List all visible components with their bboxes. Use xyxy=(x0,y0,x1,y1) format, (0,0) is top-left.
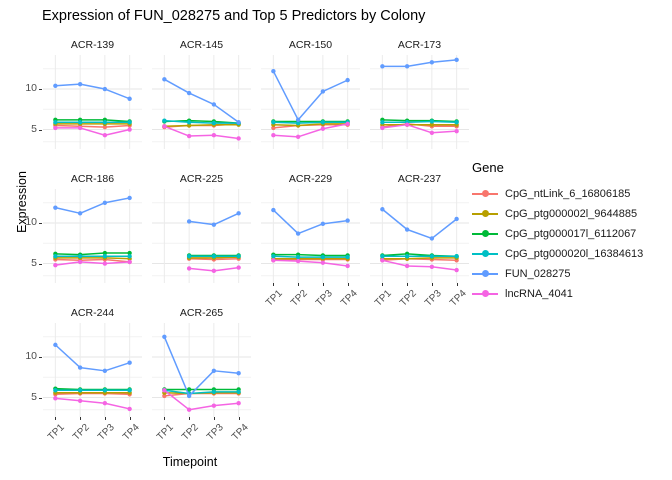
y-axis-tick-mark xyxy=(39,263,42,265)
facet-panel-acr-150: ACR-150 xyxy=(261,38,360,149)
plot-area xyxy=(43,323,142,417)
legend-item[interactable]: CpG_ptg000002l_9644885 xyxy=(472,204,643,224)
y-axis-tick-label: 10 xyxy=(25,82,37,95)
x-axis-tick-mark xyxy=(298,283,300,286)
plot-area xyxy=(370,55,469,149)
legend-item-label: CpG_ptg000020l_16384613 xyxy=(505,248,644,260)
plot-area xyxy=(152,55,251,149)
y-axis-tick-label: 5 xyxy=(31,122,37,135)
facet-panel-acr-173: ACR-173 xyxy=(370,38,469,149)
x-axis-tick-mark xyxy=(238,417,240,420)
x-axis-tick-mark xyxy=(189,417,191,420)
facet-strip-label: ACR-139 xyxy=(70,39,115,51)
facet-strip-label: ACR-265 xyxy=(179,307,224,319)
legend-key-icon xyxy=(472,225,498,243)
x-axis-tick-mark xyxy=(382,283,384,286)
plot-area xyxy=(370,189,469,283)
facet-strip-label: ACR-186 xyxy=(70,173,115,185)
facet-panel-acr-186: ACR-186 xyxy=(43,172,142,283)
legend-item[interactable]: CpG_ptg000020l_16384613 xyxy=(472,244,643,264)
y-axis-tick-mark xyxy=(39,223,42,225)
legend-items: CpG_ntLink_6_16806185 CpG_ptg000002l_9644… xyxy=(472,184,643,304)
facet-strip-label: ACR-173 xyxy=(397,39,442,51)
legend-item-label: FUN_028275 xyxy=(505,268,571,280)
y-axis-tick-mark xyxy=(39,89,42,91)
y-axis-tick-mark xyxy=(39,357,42,359)
legend-key-icon xyxy=(472,245,498,263)
legend-item-label: CpG_ntLink_6_16806185 xyxy=(505,188,631,200)
legend-key-icon xyxy=(472,185,498,203)
x-axis-tick-mark xyxy=(431,283,433,286)
y-axis-label: Expression xyxy=(15,171,29,233)
facet-strip-label: ACR-244 xyxy=(70,307,115,319)
facet-panel-acr-237: ACR-237 xyxy=(370,172,469,283)
legend-item-label: CpG_ptg000002l_9644885 xyxy=(505,208,638,220)
x-axis-label: Timepoint xyxy=(162,455,218,469)
x-axis-tick-mark xyxy=(456,283,458,286)
plot-area xyxy=(43,55,142,149)
plot-area xyxy=(152,189,251,283)
facet-panel-acr-229: ACR-229 xyxy=(261,172,360,283)
x-axis-tick-mark xyxy=(213,417,215,420)
x-axis-tick-mark xyxy=(55,417,57,420)
x-axis-tick-mark xyxy=(322,283,324,286)
x-axis-tick-mark xyxy=(164,417,166,420)
legend-key-icon xyxy=(472,205,498,223)
legend-item[interactable]: FUN_028275 xyxy=(472,264,643,284)
legend-item-label: CpG_ptg000017l_6112067 xyxy=(505,228,637,240)
x-axis-tick-mark xyxy=(273,283,275,286)
legend-item[interactable]: lncRNA_4041 xyxy=(472,284,643,304)
facet-strip-label: ACR-229 xyxy=(288,173,333,185)
facet-strip-label: ACR-150 xyxy=(288,39,333,51)
y-axis-tick-mark xyxy=(39,129,42,131)
facet-panel-acr-265: ACR-265 xyxy=(152,306,251,417)
y-axis-tick-label: 5 xyxy=(31,256,37,269)
legend-key-icon xyxy=(472,265,498,283)
y-axis-tick-label: 5 xyxy=(31,390,37,403)
x-axis-tick-mark xyxy=(80,417,82,420)
facet-panel-acr-145: ACR-145 xyxy=(152,38,251,149)
legend: Gene CpG_ntLink_6_16806185 CpG_ptg000002l… xyxy=(472,160,643,304)
x-axis-tick-mark xyxy=(407,283,409,286)
plot-area xyxy=(261,55,360,149)
facet-strip-label: ACR-237 xyxy=(397,173,442,185)
plot-area xyxy=(261,189,360,283)
legend-key-icon xyxy=(472,285,498,303)
legend-item-label: lncRNA_4041 xyxy=(505,288,573,300)
x-axis-tick-mark xyxy=(129,417,131,420)
y-axis-tick-label: 10 xyxy=(25,216,37,229)
y-axis-tick-label: 10 xyxy=(25,350,37,363)
plot-area xyxy=(43,189,142,283)
y-axis-tick-mark xyxy=(39,397,42,399)
page-title: Expression of FUN_028275 and Top 5 Predi… xyxy=(42,8,426,24)
plot-area xyxy=(152,323,251,417)
facet-strip-label: ACR-225 xyxy=(179,173,224,185)
x-axis-tick-mark xyxy=(347,283,349,286)
legend-item[interactable]: CpG_ptg000017l_6112067 xyxy=(472,224,643,244)
facet-panel-acr-244: ACR-244 xyxy=(43,306,142,417)
facet-panel-acr-225: ACR-225 xyxy=(152,172,251,283)
legend-title: Gene xyxy=(472,160,504,175)
x-axis-tick-mark xyxy=(104,417,106,420)
facet-strip-label: ACR-145 xyxy=(179,39,224,51)
facet-panel-acr-139: ACR-139 xyxy=(43,38,142,149)
legend-item[interactable]: CpG_ntLink_6_16806185 xyxy=(472,184,643,204)
